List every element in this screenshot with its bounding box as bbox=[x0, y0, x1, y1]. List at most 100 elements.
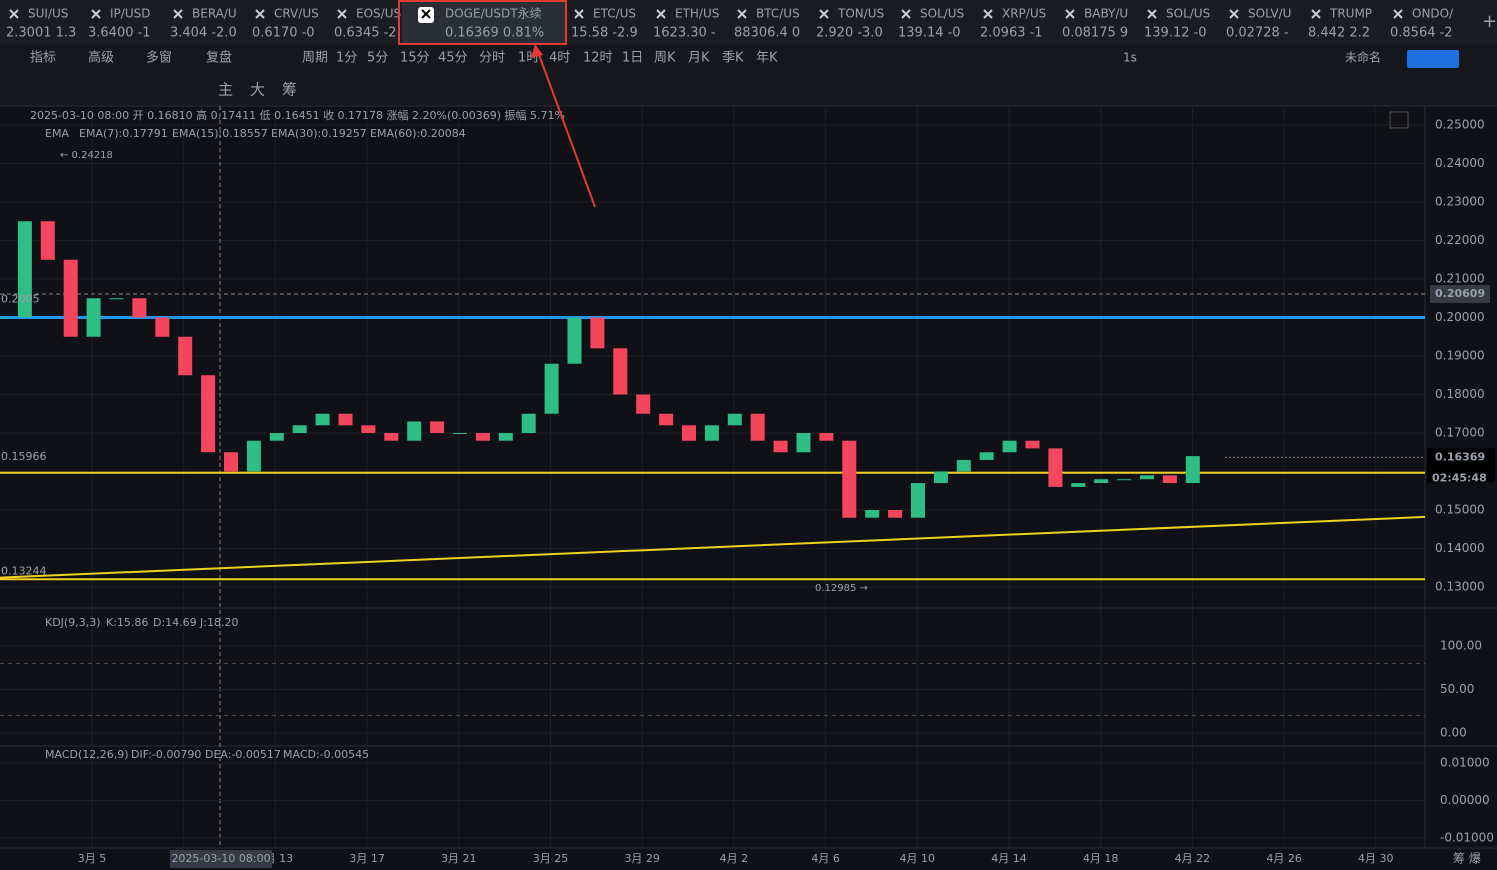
tab-name[interactable]: DOGE/USDT永续 bbox=[445, 7, 542, 21]
candle bbox=[201, 375, 216, 453]
candle bbox=[636, 394, 651, 414]
indicator-name: EMA bbox=[45, 127, 69, 140]
low-label: 0.12985 → bbox=[815, 583, 868, 594]
candle bbox=[933, 471, 948, 484]
add-tab[interactable]: + bbox=[1482, 11, 1497, 32]
tab-quote: 1623.30 - bbox=[653, 26, 716, 41]
candle bbox=[338, 413, 353, 426]
toolbar-bg bbox=[0, 44, 1497, 106]
candle bbox=[1185, 456, 1200, 484]
candle bbox=[704, 425, 719, 441]
indicator-value: D:14.69 bbox=[153, 616, 197, 629]
tab-icon bbox=[1311, 9, 1321, 19]
ui: SUI/US 2.3001 1.3 IP/USD 3.6400 -1 BERA/U 3.4… bbox=[1, 7, 1495, 868]
tab-name[interactable]: TON/US bbox=[837, 7, 884, 21]
indicator-value: EMA(15):0.18557 bbox=[172, 127, 268, 140]
tab-quote: 2.920 -3.0 bbox=[816, 26, 883, 41]
candle bbox=[1094, 479, 1109, 484]
period-button[interactable]: 15分 bbox=[400, 51, 430, 66]
tab-icon bbox=[1147, 9, 1157, 19]
toolbar-button[interactable]: 高级 bbox=[88, 50, 114, 66]
period-button[interactable]: 年K bbox=[756, 51, 778, 66]
candle bbox=[1162, 475, 1177, 484]
tab-name[interactable]: BABY/U bbox=[1084, 7, 1128, 21]
y-tick-label: 0.17000 bbox=[1435, 426, 1485, 440]
candle bbox=[475, 433, 490, 441]
tab-icon bbox=[1393, 9, 1403, 19]
x-tick-label: 3月 17 bbox=[349, 852, 385, 865]
tool-button[interactable]: 大 bbox=[250, 81, 265, 99]
tab-name[interactable]: XRP/US bbox=[1002, 7, 1046, 21]
tab-name[interactable]: SOLV/U bbox=[1248, 7, 1291, 21]
tab-name[interactable]: BERA/U bbox=[192, 7, 237, 21]
toolbar-button[interactable]: 周期 bbox=[302, 51, 328, 66]
tab-name[interactable]: ETC/US bbox=[593, 7, 636, 21]
period-button[interactable]: 5分 bbox=[367, 51, 388, 66]
y-tick-label: 0.01000 bbox=[1440, 756, 1490, 770]
last-price: 0.16369 bbox=[1435, 450, 1485, 463]
crosshair-price: 0.20609 bbox=[1435, 287, 1485, 300]
tab-icon bbox=[819, 9, 829, 19]
tab-name[interactable]: ETH/US bbox=[675, 7, 719, 21]
tab-icon bbox=[737, 9, 747, 19]
toolbar-button[interactable]: 复盘 bbox=[206, 50, 232, 66]
candle bbox=[659, 413, 674, 426]
tab-quote: 88306.4 0 bbox=[734, 26, 800, 41]
period-button[interactable]: 月K bbox=[688, 51, 710, 66]
ohlc-info: 2025-03-10 08:00 开 0.16810 高 0.17411 低 0… bbox=[30, 108, 565, 122]
countdown: 02:45:48 bbox=[1432, 471, 1487, 484]
tab-icon bbox=[9, 9, 19, 19]
tool-button[interactable]: 筹 bbox=[282, 81, 297, 99]
candle bbox=[86, 298, 101, 337]
tab-name[interactable]: EOS/US bbox=[356, 7, 401, 21]
period-button[interactable]: 1分 bbox=[336, 51, 357, 66]
candle bbox=[796, 433, 811, 453]
toolbar-button[interactable]: 多窗 bbox=[146, 50, 172, 66]
fullscreen-icon[interactable] bbox=[1389, 111, 1409, 129]
candle bbox=[498, 433, 513, 441]
interval[interactable]: 1s bbox=[1123, 51, 1137, 65]
x-tick-label: 3月 21 bbox=[441, 852, 477, 865]
candle bbox=[132, 298, 147, 318]
tab-icon bbox=[574, 9, 584, 19]
candle bbox=[109, 298, 124, 300]
tab-name[interactable]: SOL/US bbox=[1166, 7, 1210, 21]
period-button[interactable]: 1日 bbox=[622, 51, 643, 66]
tab-name[interactable]: ONDO/ bbox=[1412, 7, 1454, 21]
analysis-button-bg[interactable] bbox=[1407, 50, 1459, 68]
price-label-bg bbox=[1430, 285, 1490, 304]
candle bbox=[842, 440, 857, 518]
tab-name[interactable]: SOL/US bbox=[920, 7, 964, 21]
tab-name[interactable]: SUI/US bbox=[28, 7, 68, 21]
tab-name[interactable]: BTC/US bbox=[756, 7, 800, 21]
tab-name[interactable]: TRUMP bbox=[1329, 7, 1372, 21]
period-button[interactable]: 12时 bbox=[583, 51, 613, 66]
tab-quote: 2.0963 -1 bbox=[980, 26, 1043, 41]
period-button[interactable]: 周K bbox=[654, 51, 676, 66]
candle bbox=[773, 440, 788, 453]
indicator-value: EMA(60):0.20084 bbox=[370, 127, 466, 140]
period-button[interactable]: 4时 bbox=[549, 51, 570, 66]
x-tick-label: 4月 2 bbox=[720, 852, 749, 865]
candle bbox=[727, 413, 742, 426]
crosshair-label-bg bbox=[170, 850, 272, 868]
y-tick-label: 0.18000 bbox=[1435, 387, 1485, 401]
period-button[interactable]: 季K bbox=[722, 51, 744, 66]
tool-button[interactable]: 主 bbox=[218, 81, 233, 99]
candle bbox=[63, 259, 78, 337]
y-tick-label: 0.21000 bbox=[1435, 272, 1485, 286]
candle bbox=[888, 510, 903, 518]
tab-icon bbox=[337, 9, 347, 19]
candle bbox=[613, 348, 628, 395]
layout-name[interactable]: 未命名 bbox=[1345, 50, 1381, 65]
candle bbox=[178, 336, 193, 376]
tab-name[interactable]: IP/USD bbox=[110, 7, 150, 21]
period-button[interactable]: 45分 bbox=[438, 51, 468, 66]
tab-name[interactable]: CRV/US bbox=[274, 7, 319, 21]
candle bbox=[0, 317, 9, 319]
toolbar-button[interactable]: 指标 bbox=[30, 51, 56, 66]
period-button[interactable]: 分时 bbox=[479, 51, 505, 66]
candle bbox=[224, 452, 238, 472]
tab-quote: 3.404 -2.0 bbox=[170, 26, 237, 41]
y-tick-label: 0.15000 bbox=[1435, 503, 1485, 517]
